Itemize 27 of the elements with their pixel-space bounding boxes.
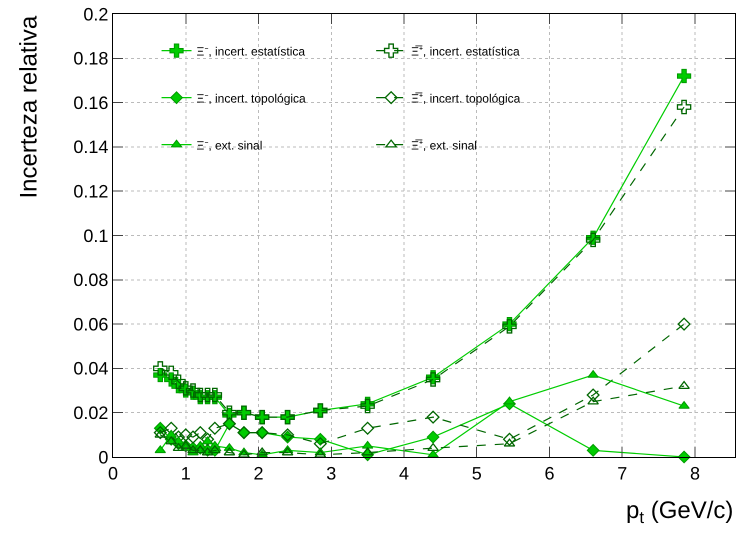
y-tick-label: 0.2 — [83, 4, 108, 24]
y-tick-label: 0.14 — [73, 137, 108, 158]
legend-label: Ξ⁻, incert. topológica — [196, 91, 306, 106]
y-tick-label: 0.12 — [73, 182, 108, 202]
y-axis-title: Incerteza relativa — [16, 15, 43, 199]
y-tick-label: 0.18 — [73, 48, 108, 69]
y-tick-label: 0 — [98, 447, 108, 468]
x-tick-label: 5 — [472, 464, 482, 484]
y-tick-label: 0.04 — [73, 358, 108, 379]
x-tick-label: 8 — [690, 464, 700, 484]
x-tick-label: 4 — [398, 464, 409, 484]
legend-label: Ξ⁻, incert. estatística — [196, 44, 306, 58]
legend-label: Ξ̅⁺, ext. sinal — [411, 138, 477, 152]
x-tick-label: 2 — [253, 464, 264, 484]
legend-label: Ξ̅⁺, incert. topológica — [411, 91, 521, 106]
x-tick-label: 1 — [180, 464, 191, 484]
y-tick-label: 0.06 — [73, 314, 108, 334]
y-tick-label: 0.02 — [73, 403, 108, 423]
x-tick-label: 7 — [617, 464, 628, 484]
x-tick-label: 3 — [326, 464, 336, 484]
legend-label: Ξ⁻, ext. sinal — [196, 138, 262, 152]
x-tick-label: 6 — [544, 464, 554, 484]
y-tick-label: 0.1 — [83, 226, 108, 246]
y-tick-label: 0.08 — [73, 270, 108, 290]
y-tick-label: 0.16 — [73, 92, 108, 113]
x-axis-title: p$_{t}$ (GeV/c) — [626, 497, 734, 528]
legend-label: Ξ̅⁺, incert. estatística — [411, 44, 520, 58]
